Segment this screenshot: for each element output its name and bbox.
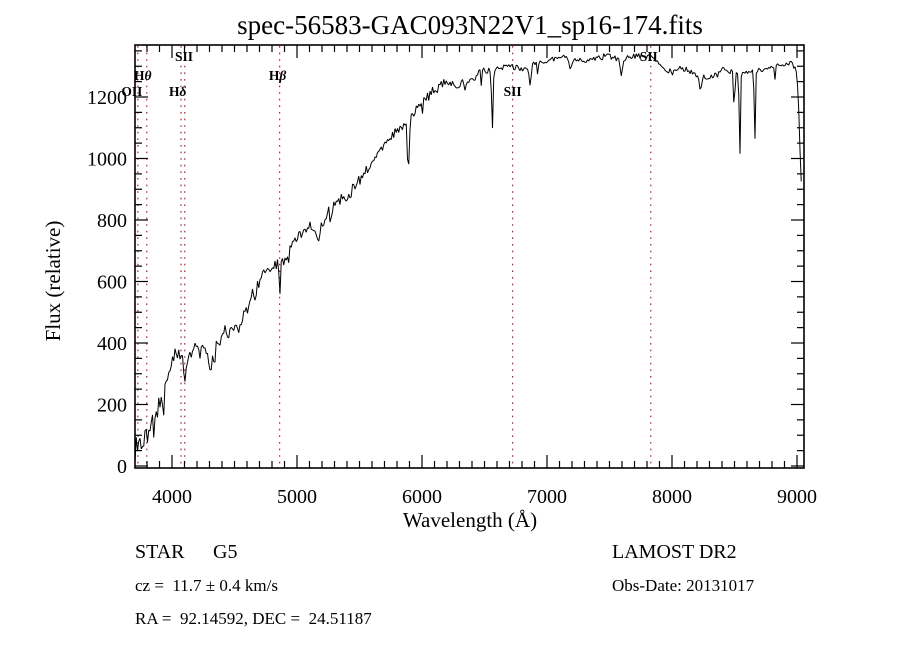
x-tick-label: 6000 — [402, 486, 442, 508]
spectral-line-label: SII — [640, 49, 658, 64]
x-tick-label: 7000 — [527, 486, 567, 508]
spectral-line-label: SII — [175, 49, 193, 64]
x-tick-label: 9000 — [777, 486, 817, 508]
obs-date-label: Obs-Date: 20131017 — [612, 576, 755, 595]
ra-dec-label: RA = 92.14592, DEC = 24.51187 — [135, 609, 372, 628]
survey-label: LAMOST DR2 — [612, 541, 737, 563]
object-type-label: STAR — [135, 541, 185, 563]
y-tick-label: 800 — [97, 210, 127, 232]
y-tick-label: 400 — [97, 333, 127, 355]
spectral-line-label: Hθ — [134, 68, 152, 83]
y-tick-label: 1000 — [87, 149, 127, 171]
x-axis-label: Wavelength (Å) — [403, 508, 537, 532]
y-tick-label: 1200 — [87, 87, 127, 109]
cz-label: cz = 11.7 ± 0.4 km/s — [135, 576, 278, 595]
spectral-line-label: Hδ — [169, 84, 187, 99]
plot-title: spec-56583-GAC093N22V1_sp16-174.fits — [237, 10, 703, 40]
plot-area: 4000 5000 6000 7000 8000 9000 0 200 400 600 800 100… — [87, 44, 817, 508]
spectral-line-label: OII — [121, 84, 142, 99]
y-axis-label: Flux (relative) — [41, 221, 65, 342]
plot-frame — [134, 44, 805, 469]
y-tick-label: 0 — [117, 456, 127, 478]
x-tick-label: 8000 — [652, 486, 692, 508]
spectral-line-label: Hβ — [269, 68, 287, 83]
spectrum-path — [134, 53, 802, 463]
x-tick-label: 5000 — [277, 486, 317, 508]
x-tick-label: 4000 — [152, 486, 192, 508]
y-tick-label: 600 — [97, 272, 127, 294]
spectral-line-label: SII — [504, 84, 522, 99]
object-subclass-label: G5 — [213, 541, 237, 563]
y-tick-label: 200 — [97, 395, 127, 417]
